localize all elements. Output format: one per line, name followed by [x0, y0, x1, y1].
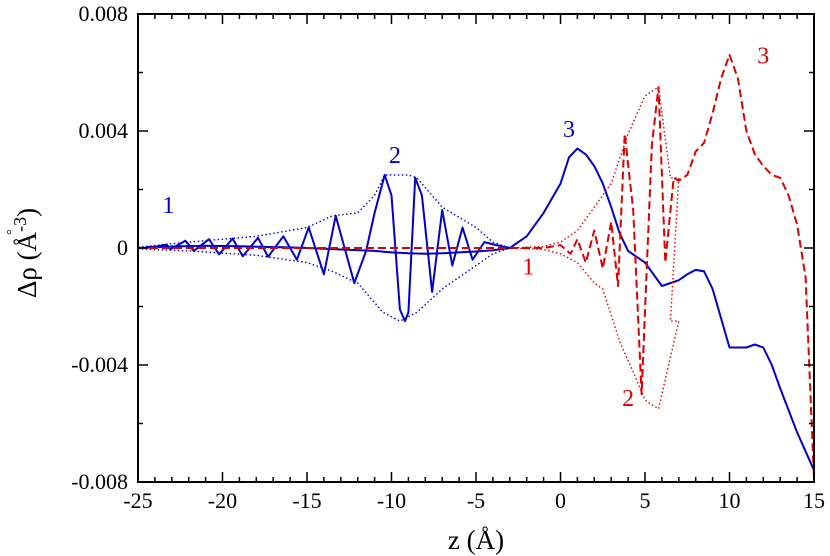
- y-tick-label: 0: [117, 235, 128, 260]
- y-tick-label: 0.008: [79, 1, 129, 26]
- curve-number-label: 2: [389, 143, 401, 169]
- y-tick-label: 0.004: [79, 118, 129, 143]
- series-line-1: [137, 147, 815, 471]
- data-series-group: [137, 53, 815, 480]
- x-axis-label: z (Å): [448, 525, 504, 555]
- axis-ticks-group: -25 -20 -15 -10 -5 0 5 10 15 -0.008 -0.004 0 0.004 0.…: [71, 1, 825, 513]
- x-tick-label: 5: [640, 488, 651, 513]
- x-tick-label: 0: [555, 488, 566, 513]
- y-axis-label: Δρ (Å-3) °: [5, 208, 42, 298]
- x-tick-label: -20: [208, 488, 237, 513]
- y-tick-label: -0.004: [71, 352, 128, 377]
- annotations-group: 1 2 3 1 2 3: [162, 44, 769, 412]
- svg-text:Δρ (Å-3): Δρ (Å-3): [10, 208, 42, 298]
- x-tick-label: -15: [292, 488, 321, 513]
- y-axis-label-unit: Å: [12, 231, 42, 251]
- x-tick-label: 15: [803, 488, 825, 513]
- x-tick-label: 10: [719, 488, 741, 513]
- y-axis-label-main: Δρ (: [12, 251, 42, 298]
- series-line-5: [509, 86, 680, 410]
- x-tick-label: -5: [467, 488, 485, 513]
- series-line-2: [146, 173, 511, 323]
- curve-number-label: 3: [757, 44, 769, 70]
- x-tick-label: -25: [123, 488, 152, 513]
- y-axis-label-ring: °: [5, 229, 20, 235]
- y-tick-label: -0.008: [71, 469, 128, 494]
- curve-number-label: 1: [522, 254, 534, 280]
- series-line-3: [137, 174, 511, 322]
- curve-number-label: 1: [162, 193, 174, 219]
- curve-number-label: 3: [563, 117, 575, 143]
- x-tick-label: -10: [377, 488, 406, 513]
- y-axis-label-close: ): [12, 208, 42, 217]
- y-axis-label-exp: -3: [10, 217, 30, 232]
- curve-number-label: 2: [622, 386, 634, 412]
- series-line-4: [138, 53, 815, 480]
